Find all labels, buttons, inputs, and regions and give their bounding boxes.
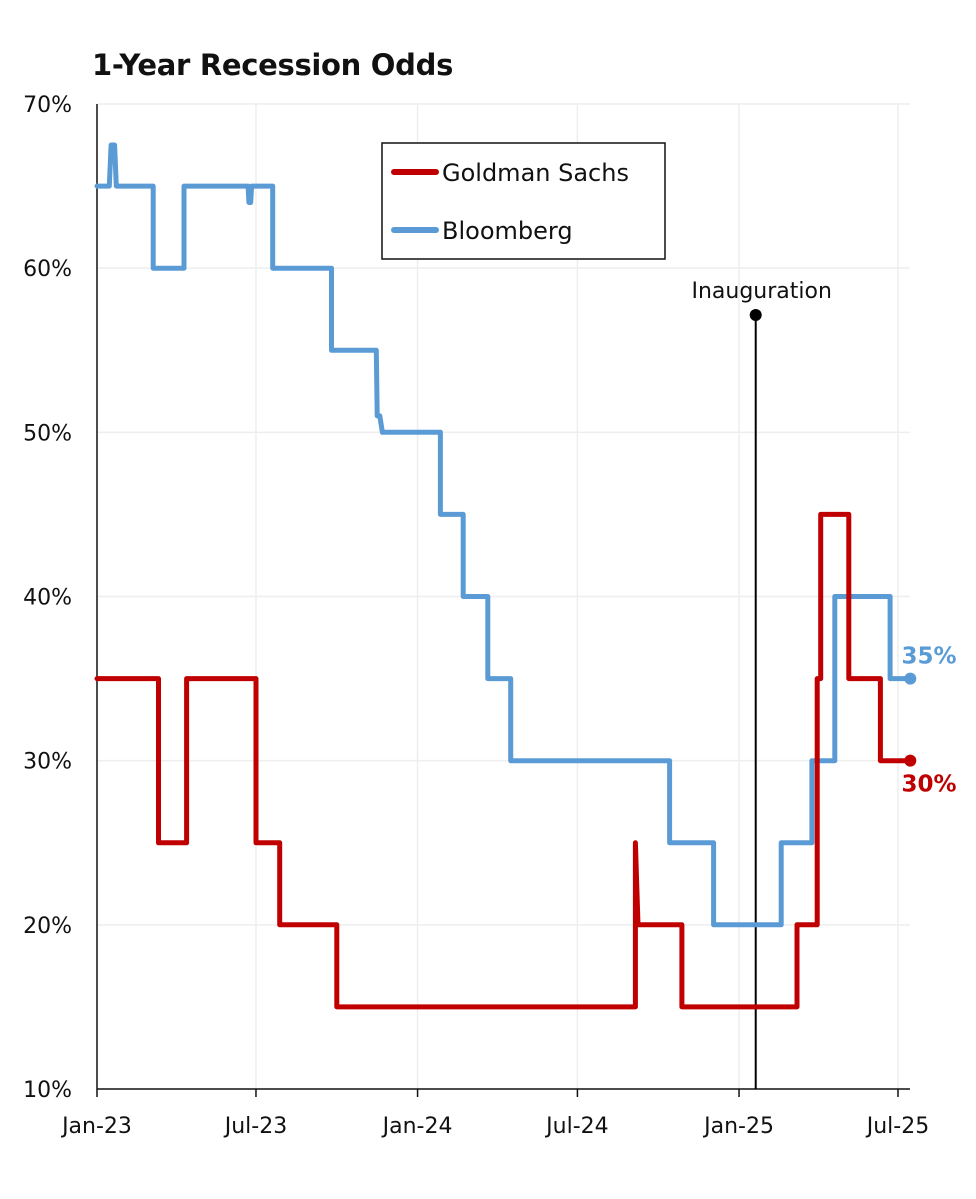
- y-tick-label: 60%: [23, 257, 72, 282]
- x-tick-label: Jan-23: [60, 1114, 132, 1139]
- y-tick-label: 50%: [23, 421, 72, 446]
- y-tick-label: 10%: [23, 1078, 72, 1103]
- series-line-goldman-sachs: [94, 511, 913, 1010]
- x-tick-label: Jan-25: [702, 1114, 774, 1139]
- legend-label: Goldman Sachs: [442, 159, 629, 187]
- y-tick-label: 40%: [23, 586, 72, 611]
- y-tick-label: 30%: [23, 750, 72, 775]
- x-tick-label: Jul-23: [223, 1114, 287, 1139]
- y-tick-label: 70%: [23, 93, 72, 118]
- legend-label: Bloomberg: [442, 217, 573, 245]
- y-tick-label: 20%: [23, 914, 72, 939]
- x-tick-label: Jul-25: [865, 1114, 929, 1139]
- series-end-label: 30%: [901, 772, 956, 798]
- chart-title: 1-Year Recession Odds: [92, 48, 454, 82]
- x-tick-label: Jul-24: [544, 1114, 608, 1139]
- x-tick-label: Jan-24: [381, 1114, 453, 1139]
- series-end-marker: [904, 754, 917, 767]
- series-end-marker: [904, 672, 917, 685]
- inauguration-label: Inauguration: [691, 279, 831, 304]
- legend-box: [381, 142, 666, 260]
- series-line-bloomberg: [94, 142, 913, 928]
- inauguration-marker: [749, 309, 762, 321]
- series-end-label: 35%: [901, 644, 956, 670]
